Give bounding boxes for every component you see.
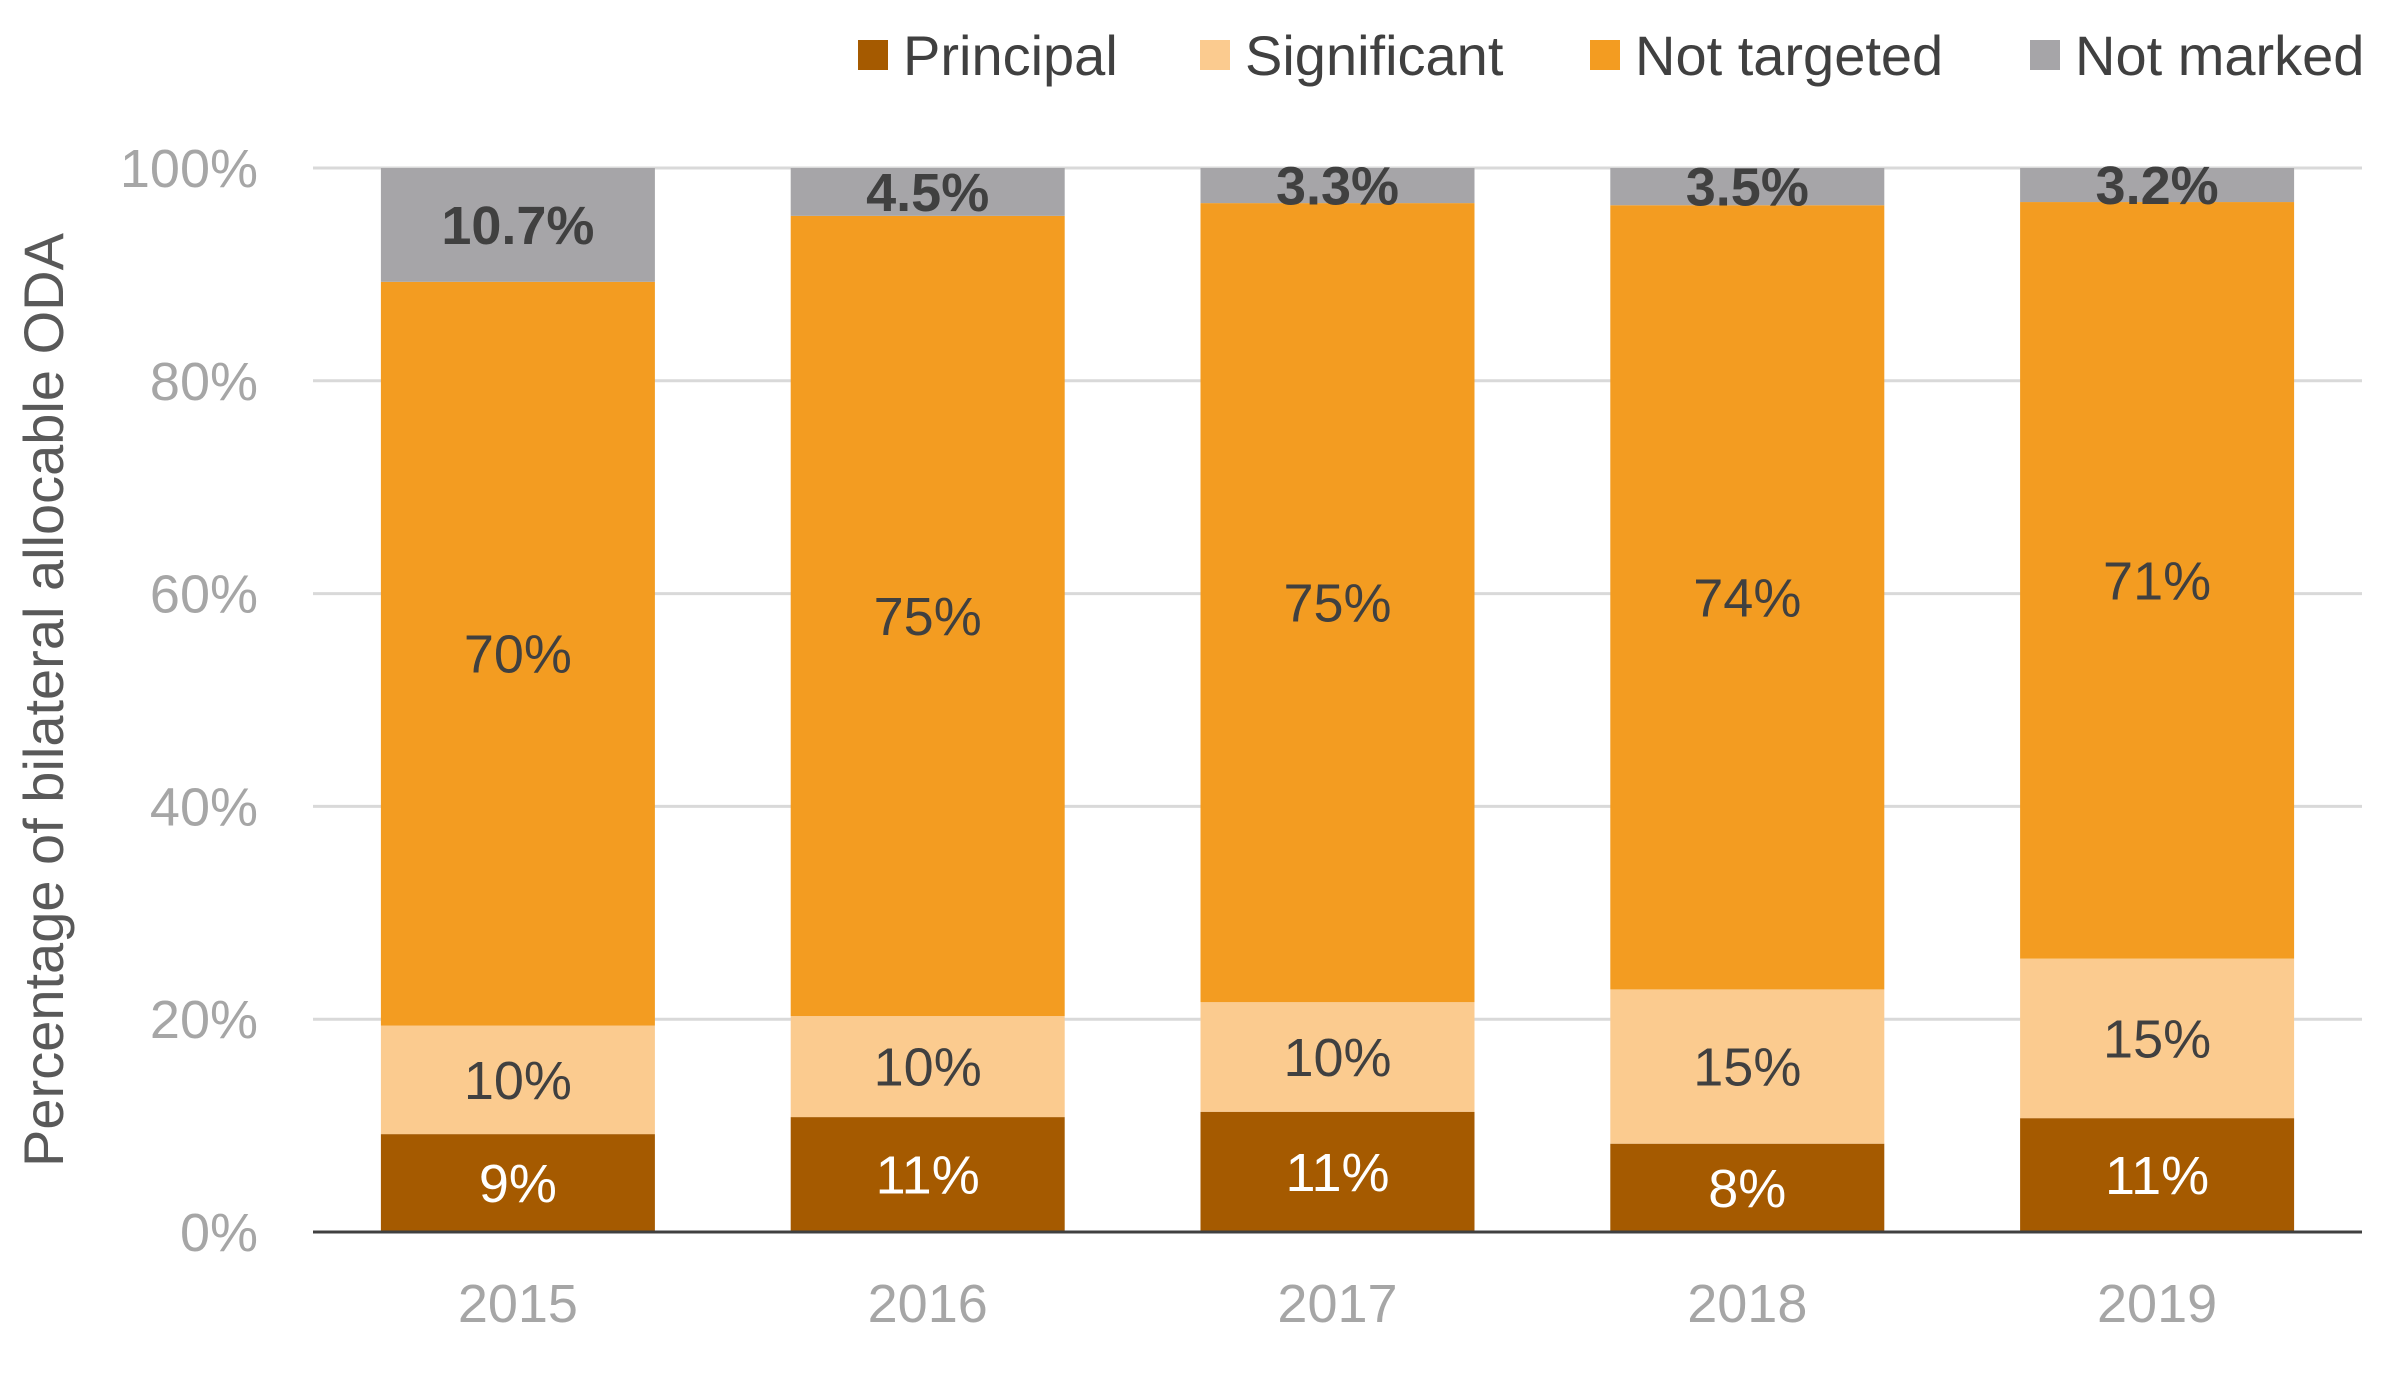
legend-label: Principal [903, 24, 1118, 87]
bar-segment [1610, 205, 1885, 990]
bar-segment [380, 1025, 655, 1135]
bar-segment [1610, 989, 1885, 1144]
bar-segment [1610, 168, 1885, 206]
data-label: 70% [464, 625, 572, 685]
data-label: 9% [479, 1154, 557, 1214]
bar-segment [790, 215, 1065, 1017]
data-label: 11% [876, 1146, 980, 1206]
bar-segment [1610, 1143, 1885, 1232]
data-label: 10% [1283, 1028, 1391, 1088]
bar-segment [1200, 203, 1475, 1003]
bar-segment [2020, 958, 2295, 1119]
data-label: 75% [1283, 574, 1391, 634]
bar-segment [790, 1117, 1065, 1232]
data-label: 11% [2105, 1146, 2209, 1206]
bar-segment [2020, 202, 2295, 959]
data-label: 10% [874, 1038, 982, 1098]
legend-label: Not marked [2075, 24, 2364, 87]
data-label: 74% [1693, 568, 1801, 628]
data-label: 15% [2103, 1009, 2211, 1069]
bar-segment [380, 168, 655, 282]
data-label: 15% [1693, 1038, 1801, 1098]
legend-label: Significant [1245, 24, 1504, 87]
y-tick-label: 20% [150, 990, 258, 1050]
x-tick-label: 2017 [1277, 1274, 1397, 1334]
bar-segment [1200, 1111, 1475, 1232]
bar-segment [380, 1134, 655, 1232]
x-tick-label: 2019 [2097, 1274, 2217, 1334]
bar-segment [380, 281, 655, 1026]
x-tick-label: 2016 [868, 1274, 988, 1334]
y-tick-label: 100% [120, 139, 258, 199]
data-label: 3.5% [1686, 158, 1809, 218]
legend-swatch [1200, 40, 1230, 70]
bar-segment [1200, 168, 1475, 204]
y-tick-label: 0% [180, 1203, 258, 1263]
bar-segment [790, 1016, 1065, 1118]
legend-label: Not targeted [1635, 24, 1943, 87]
x-tick-label: 2015 [458, 1274, 578, 1334]
bars: 9% 10% 70% 10.7% 11% 10% 75% 4.5% 11% 10% 75% 3.3% 8… [380, 156, 2295, 1232]
bar-segment [790, 168, 1065, 216]
legend: Principal Significant Not targeted Not mark… [858, 24, 2364, 87]
x-tick-label: 2018 [1687, 1274, 1807, 1334]
data-label: 10.7% [441, 196, 594, 256]
data-label: 75% [874, 587, 982, 647]
legend-swatch [1590, 40, 1620, 70]
data-label: 4.5% [866, 163, 989, 223]
data-label: 10% [464, 1051, 572, 1111]
bar-segment [1200, 1002, 1475, 1112]
data-label: 8% [1708, 1159, 1786, 1219]
y-tick-label: 40% [150, 777, 258, 837]
data-label: 3.3% [1276, 157, 1399, 217]
y-tick-label: 80% [150, 352, 258, 412]
data-label: 11% [1285, 1143, 1389, 1203]
legend-swatch [2030, 40, 2060, 70]
axes: 0% 20% 40% 60% 80% 100% 2015 2016 2017 2018 2019 [120, 139, 2362, 1334]
legend-swatch [858, 40, 888, 70]
data-label: 3.2% [2096, 156, 2219, 216]
data-label: 71% [2103, 551, 2211, 611]
bar-segment [2020, 168, 2295, 203]
bar-segment [2020, 1118, 2295, 1232]
y-tick-label: 60% [150, 565, 258, 625]
y-axis-title: Percentage of bilateral allocable ODA [12, 232, 75, 1167]
